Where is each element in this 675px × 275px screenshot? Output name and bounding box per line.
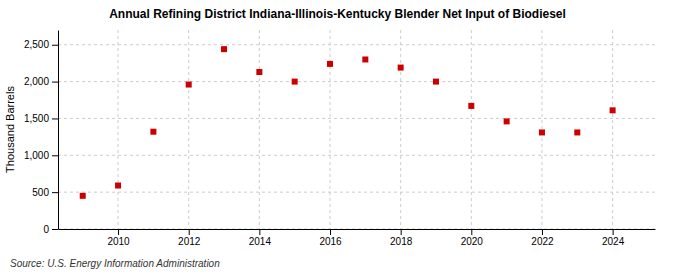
grid-line-x [259,30,260,229]
grid-line-y [58,81,655,82]
grid-line-x [400,30,401,229]
point [398,65,404,71]
chart-svg: 2010 2012 2014 2016 2018 2020 2022 2024 0 500 1,00… [0,0,675,275]
x-tick: 2022 [531,229,554,247]
grid-line-x [330,30,331,229]
y-tick: 2,500 [24,39,58,50]
point [256,69,262,75]
point [539,129,545,135]
grid-line-y [58,118,655,119]
grid-line-x [118,30,119,229]
y-axis: 0 500 1,000 1,500 2,000 2,500 [24,31,59,235]
point [186,82,192,88]
grid-line-y [58,229,655,230]
point [433,79,439,85]
point [468,103,474,109]
point [115,183,121,189]
x-tick-mark [613,229,614,235]
x-tick: 2016 [319,229,342,247]
y-tick: 1,000 [24,150,58,161]
point [362,56,368,62]
point [292,79,298,85]
x-tick-label: 2020 [461,236,484,247]
x-tick: 2018 [390,229,413,247]
grid-line-x [612,30,613,229]
y-tick-label: 2,000 [24,76,49,87]
x-tick-label: 2016 [319,236,342,247]
x-tick-mark [330,229,331,235]
points [80,46,616,199]
point [327,61,333,67]
y-tick-label: 1,000 [24,150,49,161]
y-tick: 1,500 [24,113,58,124]
y-tick-mark [52,155,58,156]
y-tick-mark [52,192,58,193]
y-tick-label: 500 [32,187,49,198]
y-tick-label: 0 [43,224,49,235]
y-tick: 2,000 [24,76,58,87]
y-tick: 0 [43,224,58,235]
title: Annual Refining District Indiana-Illinoi… [109,7,566,21]
chart-container: 2010 2012 2014 2016 2018 2020 2022 2024 0 500 1,00… [0,0,675,275]
point [610,107,616,113]
x-tick-label: 2024 [602,236,625,247]
x-tick-label: 2010 [107,236,130,247]
x-tick: 2012 [178,229,201,247]
x-tick-mark [471,229,472,235]
grid-line-x [471,30,472,229]
x-tick: 2010 [107,229,130,247]
x-tick-label: 2014 [249,236,272,247]
y-axis-line [58,31,59,230]
y-tick-mark [52,82,58,83]
x-tick-label: 2018 [390,236,413,247]
grid-line-x [188,30,189,229]
y-tick-mark [52,229,58,230]
annotation: Source: U.S. Energy Information Administ… [10,258,220,269]
x-tick-mark [118,229,119,235]
y-tick-mark [52,45,58,46]
x-tick-label: 2012 [178,236,201,247]
grid-line-y [58,44,655,45]
point [574,129,580,135]
y-tick: 500 [32,187,58,198]
x-axis-line [59,229,656,230]
x-tick-mark [542,229,543,235]
point [80,193,86,199]
y-tick-mark [52,118,58,119]
x-tick: 2024 [602,229,625,247]
x-tick: 2020 [461,229,484,247]
x-tick: 2014 [249,229,272,247]
x-tick-mark [401,229,402,235]
plot-area: 2010 2012 2014 2016 2018 2020 2022 2024 0 500 1,00… [24,30,656,247]
y-tick-label: 2,500 [24,39,49,50]
x-tick-mark [259,229,260,235]
x-tick-mark [189,229,190,235]
point [221,46,227,52]
y-axis-title: Thousand Barrels [4,86,16,173]
point [150,129,156,135]
grid [58,30,655,229]
grid-line-y [58,192,655,193]
x-tick-label: 2022 [531,236,554,247]
x-axis: 2010 2012 2014 2016 2018 2020 2022 2024 [59,229,656,247]
y-tick-label: 1,500 [24,113,49,124]
point [504,118,510,124]
grid-line-y [58,155,655,156]
